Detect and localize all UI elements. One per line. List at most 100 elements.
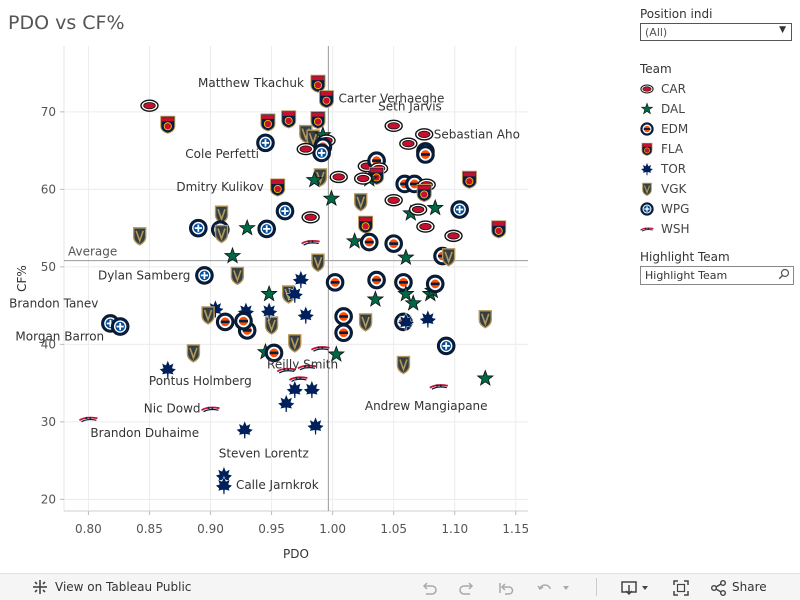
data-point-edm[interactable] — [264, 343, 284, 363]
data-point-car[interactable] — [408, 203, 428, 216]
data-point-wpg[interactable] — [256, 133, 275, 153]
data-point-edm[interactable] — [425, 274, 445, 294]
data-point-fla[interactable] — [270, 178, 286, 197]
data-point-edm[interactable] — [215, 312, 235, 332]
data-point-car[interactable] — [416, 220, 435, 233]
data-point-car[interactable] — [353, 172, 373, 185]
data-point-tor[interactable] — [260, 301, 279, 321]
data-point-vgk[interactable] — [441, 248, 456, 267]
data-point-fla[interactable] — [260, 113, 276, 132]
data-point-car[interactable] — [444, 229, 463, 243]
data-point-tor[interactable] — [418, 309, 437, 329]
data-point-tor[interactable] — [277, 393, 296, 413]
data-point-wsh[interactable]: ★★ — [78, 416, 98, 423]
data-point-wsh[interactable]: ★★ — [201, 406, 220, 413]
data-point-dal[interactable] — [366, 290, 385, 307]
position-filter-select[interactable]: (All) ▼ — [640, 23, 792, 41]
data-point-wsh[interactable]: ★★ — [301, 239, 320, 246]
data-point-fla[interactable] — [310, 74, 326, 93]
highlight-team-input[interactable]: Highlight Team — [640, 266, 794, 285]
fullscreen-icon[interactable] — [672, 579, 690, 597]
data-point-tor[interactable] — [158, 359, 177, 379]
data-point-vgk[interactable] — [311, 253, 325, 273]
data-point-fla[interactable] — [461, 170, 477, 189]
data-point-fla[interactable] — [358, 215, 374, 234]
data-point-wsh[interactable]: ★★ — [310, 345, 330, 352]
data-point-vgk[interactable] — [478, 310, 492, 329]
data-point-tor[interactable] — [285, 379, 304, 399]
data-point-dal[interactable] — [397, 248, 415, 265]
data-point-vgk[interactable] — [288, 334, 302, 353]
data-point-car[interactable] — [296, 142, 315, 156]
data-point-dal[interactable] — [238, 218, 256, 236]
data-point-tor[interactable] — [302, 379, 321, 399]
data-point-wsh[interactable]: ★★ — [297, 364, 317, 371]
data-point-edm[interactable] — [416, 145, 435, 164]
data-point-wpg[interactable] — [275, 201, 295, 221]
data-point-car[interactable] — [415, 128, 434, 141]
data-point-wpg[interactable] — [436, 336, 456, 356]
data-point-tor[interactable] — [291, 269, 310, 289]
data-point-wpg[interactable] — [450, 200, 469, 219]
data-point-tor[interactable] — [235, 419, 254, 439]
share-button[interactable]: Share — [732, 580, 767, 594]
data-point-edm[interactable] — [359, 232, 379, 252]
undo-icon[interactable] — [420, 579, 438, 597]
data-point-car[interactable] — [329, 170, 348, 184]
data-point-car[interactable] — [140, 99, 159, 112]
data-point-dal[interactable] — [327, 345, 346, 362]
data-point-edm[interactable] — [234, 311, 253, 331]
data-point-car[interactable] — [384, 119, 403, 133]
data-point-edm[interactable] — [384, 234, 403, 253]
data-point-dal[interactable] — [476, 369, 495, 386]
data-point-wpg[interactable] — [189, 218, 208, 238]
data-point-dal[interactable] — [223, 246, 242, 264]
data-point-wpg[interactable] — [257, 219, 276, 239]
data-point-wsh[interactable]: ★★ — [276, 367, 296, 374]
data-point-dal[interactable] — [404, 294, 422, 311]
data-point-vgk[interactable] — [214, 224, 229, 244]
data-point-dal[interactable] — [426, 198, 444, 216]
data-point-car[interactable] — [301, 211, 320, 224]
data-point-wsh[interactable]: ★★ — [288, 375, 308, 383]
redo-icon[interactable] — [458, 579, 476, 597]
data-point-tor[interactable] — [285, 284, 304, 304]
data-point-wsh[interactable]: ★★ — [429, 383, 449, 390]
data-point-wpg[interactable] — [195, 266, 214, 285]
data-point-edm[interactable] — [334, 323, 353, 343]
data-point-tor[interactable] — [396, 312, 415, 332]
data-point-dal[interactable] — [345, 232, 364, 249]
data-point-vgk[interactable] — [354, 193, 368, 212]
data-point-fla[interactable] — [281, 110, 297, 129]
data-point-edm[interactable] — [325, 273, 345, 292]
data-point-car[interactable] — [399, 137, 418, 150]
share-icon[interactable] — [710, 579, 728, 597]
data-point-tor[interactable] — [296, 305, 315, 325]
data-point-vgk[interactable] — [201, 306, 215, 325]
view-on-tableau-link[interactable]: View on Tableau Public — [55, 580, 192, 594]
data-point-vgk[interactable] — [396, 355, 411, 375]
data-point-car[interactable] — [384, 194, 403, 207]
data-point-tor[interactable] — [306, 416, 325, 435]
data-point-vgk[interactable] — [358, 313, 373, 332]
data-point-edm[interactable] — [334, 307, 353, 326]
data-point-vgk[interactable] — [133, 227, 147, 246]
data-point-dal[interactable] — [260, 284, 278, 302]
data-point-wpg[interactable] — [312, 143, 331, 163]
data-point-wpg[interactable] — [110, 317, 130, 336]
data-point-dal[interactable] — [397, 284, 415, 302]
data-point-dal[interactable] — [322, 189, 341, 207]
data-point-tor[interactable] — [214, 475, 233, 495]
revert-icon[interactable] — [497, 579, 515, 597]
data-point-edm[interactable] — [367, 270, 386, 290]
download-icon[interactable] — [620, 579, 652, 597]
data-point-fla[interactable] — [491, 220, 507, 239]
data-point-fla[interactable] — [160, 115, 176, 134]
refresh-icon[interactable] — [535, 579, 575, 597]
data-point-dal[interactable] — [305, 170, 323, 188]
data-point-fla[interactable] — [310, 111, 326, 130]
data-point-vgk[interactable] — [230, 266, 245, 286]
data-point-edm[interactable] — [394, 273, 413, 292]
data-point-vgk[interactable] — [264, 316, 279, 335]
data-point-fla[interactable] — [319, 90, 335, 109]
